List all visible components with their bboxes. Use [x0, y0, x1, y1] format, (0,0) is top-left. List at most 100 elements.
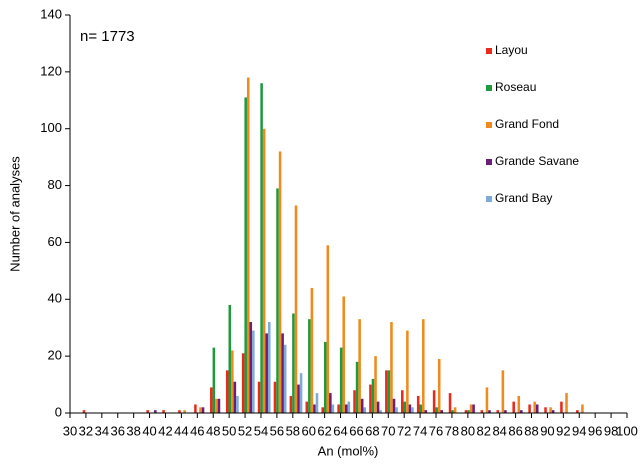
x-tick-label: 70 — [381, 423, 395, 438]
bar — [512, 401, 515, 413]
x-tick-label: 30 — [63, 423, 77, 438]
bar — [504, 410, 507, 413]
x-tick-label: 82 — [477, 423, 491, 438]
legend-label: Roseau — [495, 80, 536, 94]
bar — [403, 401, 407, 413]
bar — [401, 390, 404, 413]
bar — [464, 410, 468, 413]
bar — [310, 287, 314, 413]
x-tick-label: 38 — [126, 423, 140, 438]
bar — [249, 322, 253, 413]
x-tick-label: 100 — [616, 423, 638, 438]
x-tick-label: 86 — [508, 423, 522, 438]
legend-label: Grand Bay — [495, 191, 552, 205]
bar — [408, 404, 412, 413]
x-tick-label: 68 — [365, 423, 379, 438]
x-tick-label: 56 — [270, 423, 284, 438]
bar — [210, 387, 213, 413]
bar — [308, 319, 311, 413]
bar — [294, 205, 298, 413]
x-tick-label: 80 — [461, 423, 475, 438]
bar — [154, 410, 157, 413]
bar — [565, 393, 568, 413]
bar — [480, 410, 484, 413]
bar — [353, 390, 356, 413]
bar — [437, 358, 441, 413]
bar — [347, 401, 351, 413]
x-tick-label: 42 — [158, 423, 172, 438]
bar — [201, 407, 205, 413]
bar — [395, 407, 398, 413]
bar — [435, 407, 438, 413]
legend-swatch — [486, 122, 492, 128]
x-tick-label: 36 — [111, 423, 125, 438]
bar — [432, 390, 436, 413]
bar — [344, 404, 348, 413]
bar — [411, 407, 414, 413]
bar — [315, 393, 319, 413]
bar — [416, 395, 420, 413]
bar — [469, 404, 473, 413]
bar — [262, 128, 266, 413]
x-tick-label: 66 — [349, 423, 363, 438]
bar — [392, 398, 396, 413]
bar — [305, 401, 309, 413]
bar — [376, 401, 380, 413]
bar — [257, 381, 261, 413]
y-tick-label: 140 — [40, 6, 62, 21]
bar — [217, 398, 221, 413]
x-tick-label: 46 — [190, 423, 204, 438]
bar — [283, 344, 287, 413]
x-tick-label: 74 — [413, 423, 427, 438]
bar — [297, 384, 300, 413]
x-tick-label: 90 — [540, 423, 554, 438]
bar — [326, 245, 330, 413]
bar — [228, 304, 232, 413]
bar — [225, 370, 229, 413]
x-tick-label: 60 — [301, 423, 315, 438]
x-tick-label: 98 — [604, 423, 618, 438]
bar — [385, 370, 388, 413]
bar — [551, 410, 555, 413]
bar — [299, 373, 303, 413]
bar — [212, 347, 216, 413]
legend-swatch — [486, 48, 492, 54]
x-tick-label: 84 — [492, 423, 506, 438]
x-tick-label: 44 — [174, 423, 188, 438]
legend-swatch — [486, 196, 492, 202]
x-tick-label: 58 — [286, 423, 300, 438]
y-tick-label: 120 — [40, 63, 62, 78]
bar — [387, 370, 391, 413]
bar — [178, 410, 181, 413]
bar — [424, 410, 428, 413]
bar — [146, 410, 149, 413]
bar — [321, 407, 324, 413]
bar — [215, 398, 218, 413]
bar — [183, 410, 186, 413]
x-tick-label: 34 — [95, 423, 109, 438]
x-tick-label: 32 — [79, 423, 93, 438]
x-tick-label: 50 — [222, 423, 236, 438]
legend-swatch — [486, 85, 492, 91]
y-axis-label: Number of analyses — [7, 156, 22, 272]
bar — [535, 404, 539, 413]
bar — [358, 319, 361, 413]
x-tick-label: 64 — [333, 423, 347, 438]
bar — [331, 404, 335, 413]
bar — [448, 393, 452, 413]
bar — [342, 296, 345, 413]
bar — [467, 410, 470, 413]
bar — [369, 384, 372, 413]
bar — [337, 404, 340, 413]
y-tick-label: 60 — [48, 234, 62, 249]
legend-label: Grande Savane — [495, 154, 579, 168]
bar — [520, 410, 523, 413]
bar — [485, 387, 489, 413]
x-tick-label: 96 — [588, 423, 602, 438]
bar — [517, 395, 521, 413]
legend-label: Grand Fond — [495, 117, 559, 131]
bar — [360, 398, 364, 413]
bar — [379, 410, 382, 413]
